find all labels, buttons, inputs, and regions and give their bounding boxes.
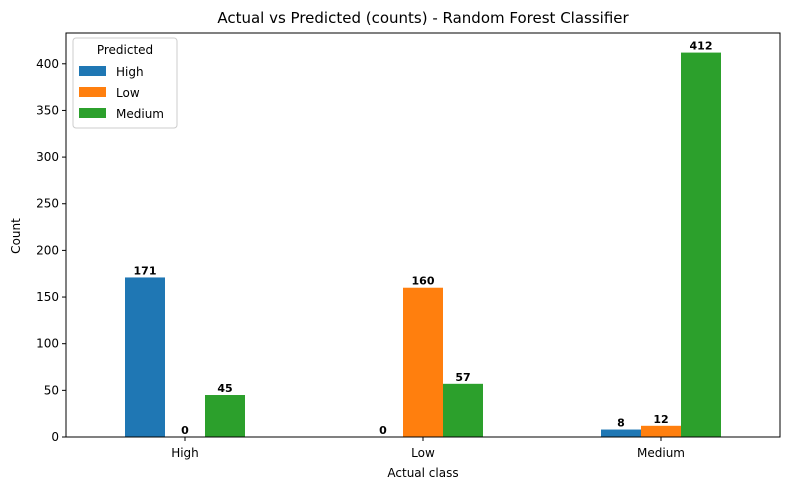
bar-medium-medium: [681, 52, 721, 438]
legend-label-low: Low: [116, 86, 140, 100]
plot-area: 171 0 45 High 0 160 57 Low 8 12 412 Medium 0 50 100 150…: [36, 32, 781, 460]
data-label: 12: [653, 413, 668, 426]
y-tick-label: 350: [36, 103, 59, 117]
x-tick-label: Low: [411, 446, 435, 460]
y-tick-label: 400: [36, 57, 59, 71]
legend: Predicted High Low Medium: [72, 37, 178, 129]
y-tick-label: 100: [36, 337, 59, 351]
data-label: 8: [617, 417, 625, 430]
y-axis-title: Count: [9, 218, 23, 254]
bar-high-high: [125, 277, 165, 437]
legend-label-high: High: [116, 65, 144, 79]
bar-high-medium: [205, 395, 245, 437]
bar-low-medium: [443, 383, 483, 437]
bar-low-low: [403, 287, 443, 437]
x-axis-title: Actual class: [387, 466, 458, 480]
y-tick-label: 50: [44, 383, 59, 397]
y-tick-label: 300: [36, 150, 59, 164]
legend-title: Predicted: [97, 43, 153, 57]
legend-swatch-low: [79, 87, 106, 97]
plot-frame: [65, 32, 781, 438]
y-tick-label: 250: [36, 197, 59, 211]
legend-swatch-medium: [79, 108, 106, 118]
chart-title: Actual vs Predicted (counts) - Random Fo…: [217, 9, 629, 27]
y-tick-label: 200: [36, 243, 59, 257]
data-label: 57: [455, 371, 470, 384]
legend-box: [72, 37, 178, 129]
data-label: 0: [181, 424, 189, 437]
data-label: 160: [412, 275, 435, 288]
data-label: 412: [690, 40, 713, 53]
bar-medium-low: [641, 425, 681, 437]
data-label: 0: [379, 424, 387, 437]
x-tick-label: High: [171, 446, 199, 460]
data-label: 171: [134, 264, 157, 277]
x-tick-label: Medium: [637, 446, 685, 460]
legend-label-medium: Medium: [116, 107, 164, 121]
legend-swatch-high: [79, 66, 106, 76]
y-tick-label: 0: [51, 430, 59, 444]
y-tick-label: 150: [36, 290, 59, 304]
data-label: 45: [217, 382, 232, 395]
bar-medium-high: [601, 429, 641, 437]
